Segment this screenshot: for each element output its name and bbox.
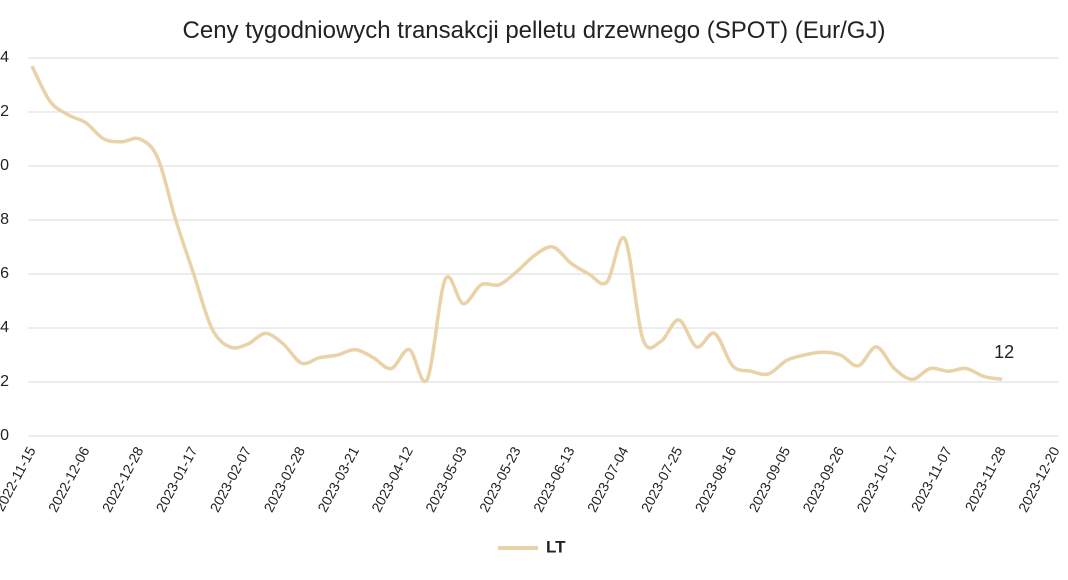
x-tick-label: 2023-08-16: [692, 444, 740, 515]
y-tick-label: 24: [0, 49, 9, 66]
x-tick-label: 2023-01-17: [153, 444, 201, 515]
x-tick-label: 2023-11-28: [961, 444, 1008, 514]
x-tick-label: 2022-11-15: [0, 444, 39, 514]
y-tick-label: 12: [0, 373, 9, 390]
y-tick-label: 22: [0, 103, 9, 120]
chart-title: Ceny tygodniowych transakcji pelletu drz…: [183, 17, 886, 44]
x-tick-label: 2023-12-20: [1015, 444, 1063, 515]
x-tick-label: 2022-12-28: [99, 444, 147, 515]
x-tick-label: 2023-05-23: [476, 444, 524, 515]
x-tick-label: 2023-10-17: [853, 444, 901, 515]
y-tick-label: 14: [0, 319, 9, 336]
x-tick-label: 2023-09-26: [799, 444, 847, 515]
x-tick-label: 2023-04-12: [368, 444, 416, 515]
y-tick-label: 18: [0, 211, 9, 228]
x-tick-label: 2023-03-21: [314, 444, 362, 515]
x-tick-label: 2023-09-05: [745, 444, 793, 515]
y-tick-label: 20: [0, 157, 9, 174]
series-line: [30, 65, 1003, 384]
x-tick-label: 2023-07-04: [584, 444, 632, 515]
x-tick-label: 2023-02-28: [260, 444, 308, 515]
x-tick-label: 2023-02-07: [206, 444, 254, 515]
x-tick-label: 2023-06-13: [530, 444, 578, 515]
x-tick-label: 2023-11-07: [908, 444, 955, 514]
y-tick-label: 16: [0, 265, 9, 282]
y-tick-label: 10: [0, 427, 9, 444]
x-tick-label: 2022-12-06: [45, 444, 93, 515]
legend-label: LT: [546, 537, 566, 556]
data-label: 12: [994, 342, 1014, 362]
x-tick-label: 2023-05-03: [422, 444, 470, 515]
x-tick-label: 2023-07-25: [638, 444, 686, 515]
